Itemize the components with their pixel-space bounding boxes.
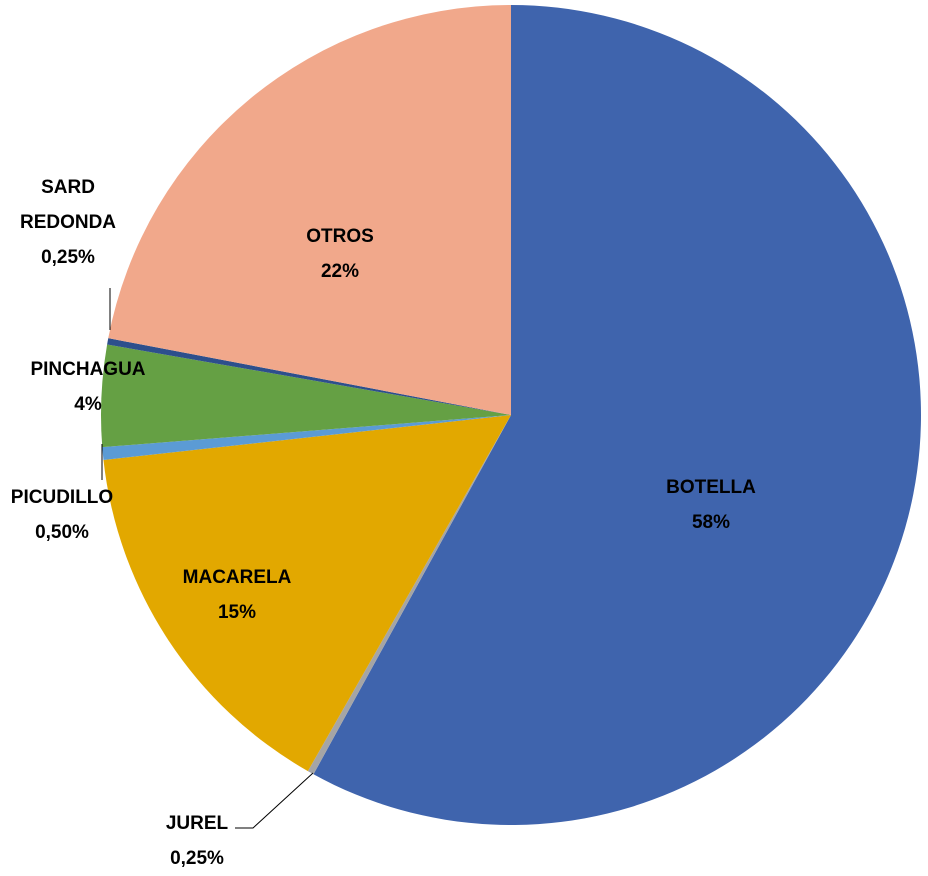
- leader-line: [235, 772, 314, 829]
- pie-slice: [103, 415, 511, 772]
- data-label: PICUDILLO 0,50%: [0, 480, 132, 550]
- label-name: MACARELA: [182, 567, 292, 588]
- label-name: PINCHAGUA: [30, 359, 146, 380]
- pie-slice: [107, 338, 512, 415]
- pie-slice: [102, 415, 512, 460]
- label-value: 0,25%: [41, 247, 95, 268]
- label-name: SARD REDONDA: [19, 177, 117, 233]
- label-value: 0,25%: [170, 848, 224, 869]
- data-label: SARD REDONDA 0,25%: [13, 170, 123, 275]
- label-name: OTROS: [306, 226, 374, 247]
- data-label: PINCHAGUA 4%: [8, 352, 168, 422]
- pie-slice: [313, 5, 921, 825]
- data-label: MACARELA 15%: [137, 560, 337, 630]
- slices: [101, 5, 921, 825]
- pie-slice: [307, 415, 511, 775]
- label-name: PICUDILLO: [10, 487, 114, 508]
- data-label: OTROS 22%: [240, 219, 440, 289]
- label-value: 0,50%: [35, 522, 89, 543]
- label-name: JUREL: [165, 813, 229, 834]
- data-label: JUREL 0,25%: [137, 806, 257, 876]
- pie-slice: [101, 344, 512, 448]
- leader-lines: [101, 288, 314, 829]
- label-name: BOTELLA: [666, 477, 756, 498]
- label-value: 4%: [74, 394, 102, 415]
- label-value: 58%: [691, 512, 731, 533]
- data-label: BOTELLA 58%: [611, 470, 811, 540]
- label-value: 22%: [320, 261, 360, 282]
- pie-slice: [108, 5, 511, 415]
- label-value: 15%: [217, 602, 257, 623]
